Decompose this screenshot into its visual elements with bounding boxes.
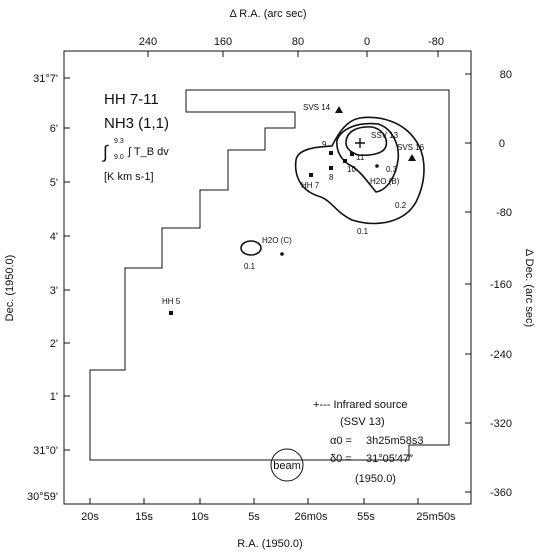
top-tick-label: 160: [214, 36, 232, 48]
x-axis-title-bottom: R.A. (1950.0): [237, 538, 302, 550]
source-label: SVS 16: [397, 143, 425, 152]
legend-delta-label: δ0 =: [330, 453, 352, 465]
right-tick-label: -80: [496, 207, 512, 219]
top-tick-label: 240: [139, 36, 157, 48]
h2o-c-marker: [280, 252, 284, 256]
source-label: 10: [347, 165, 356, 174]
contour-small: [240, 240, 262, 256]
left-tick-label: 31°0': [33, 445, 58, 457]
source-label: SVS 14: [303, 103, 331, 112]
left-tick-label: 30°59': [27, 491, 58, 503]
bottom-tick-label: 55s: [357, 511, 375, 523]
source-label: HH 7: [301, 181, 320, 190]
map-title: HH 7-11: [104, 91, 159, 108]
beam-circle: [270, 448, 304, 482]
right-tick-label: -320: [490, 418, 512, 430]
left-tick-label: 4': [50, 231, 58, 243]
source-label: HH 5: [162, 297, 181, 306]
contour-level-label: 0.3: [386, 165, 398, 174]
right-tick-label: 0: [499, 138, 505, 150]
right-tick-label: 80: [500, 69, 512, 81]
legend-infrared: +--- Infrared source: [313, 399, 407, 411]
left-tick-label: 2': [50, 338, 58, 350]
source-label: 11: [356, 153, 365, 162]
source-label: 9: [322, 140, 327, 149]
integral-lower-limit: 9.0: [114, 154, 124, 161]
bottom-tick-label: 10s: [191, 511, 209, 523]
bottom-tick-label: 15s: [135, 511, 153, 523]
h2o-b-marker: [375, 164, 379, 168]
source-label: H2O (C): [262, 236, 292, 245]
right-tick-label: -360: [490, 487, 512, 499]
top-tick-label: -80: [428, 36, 444, 48]
legend-delta-value: 31°05′47″: [366, 453, 413, 465]
left-tick-label: 3': [50, 285, 58, 297]
left-tick-label: 5': [50, 177, 58, 189]
source-label: SSV 13: [371, 131, 399, 140]
contour-level-label: 0.1: [244, 262, 256, 271]
legend-ssv: (SSV 13): [340, 416, 385, 428]
svs14-marker: [335, 106, 343, 113]
source-11-marker: [350, 152, 354, 156]
right-tick-label: -160: [490, 279, 512, 291]
integral-upper-limit: 9.3: [114, 138, 124, 145]
bottom-tick-label: 25m50s: [416, 511, 456, 523]
mapped-region-outline: [89, 89, 450, 461]
hh7-marker: [309, 173, 313, 177]
hh5-marker: [169, 311, 173, 315]
integral-sign: ∫: [101, 142, 109, 162]
source-10-marker: [343, 159, 347, 163]
map-units: [K km s-1]: [104, 171, 154, 183]
source-label: 8: [329, 173, 334, 182]
x-axis-title-top: Δ R.A. (arc sec): [229, 8, 306, 20]
right-tick-label: -240: [490, 349, 512, 361]
source-label: H2O (B): [370, 177, 400, 186]
ssv13-cross-marker: [355, 138, 365, 148]
top-tick-label: 80: [292, 36, 304, 48]
legend-epoch: (1950.0): [355, 473, 396, 485]
y-axis-title-left: Dec. (1950.0): [4, 255, 16, 322]
legend-alpha-value: 3h25m58s3: [366, 435, 424, 447]
left-tick-label: 31°7': [33, 73, 58, 85]
bottom-tick-label: 26m0s: [294, 511, 328, 523]
bottom-tick-label: 20s: [81, 511, 99, 523]
map-subtitle: NH3 (1,1): [104, 115, 169, 132]
integral-label: ∫ T_B dv: [127, 146, 169, 158]
source-8-marker: [329, 166, 333, 170]
left-tick-label: 1': [50, 391, 58, 403]
contour-level-label: 0.2: [395, 201, 407, 210]
plot-frame: [63, 50, 472, 505]
svs16-marker: [408, 154, 416, 161]
top-tick-label: 0: [364, 36, 370, 48]
left-tick-label: 6': [50, 123, 58, 135]
frame-ticks: [64, 51, 471, 504]
beam-label: beam: [273, 460, 301, 472]
source-9-marker: [329, 151, 333, 155]
y-axis-title-right: Δ Dec. (arc sec): [523, 249, 535, 327]
contour-outer: [294, 116, 425, 225]
bottom-tick-label: 5s: [248, 511, 260, 523]
contour-level-label: 0.1: [357, 227, 369, 236]
legend-alpha-label: α0 =: [330, 435, 352, 447]
